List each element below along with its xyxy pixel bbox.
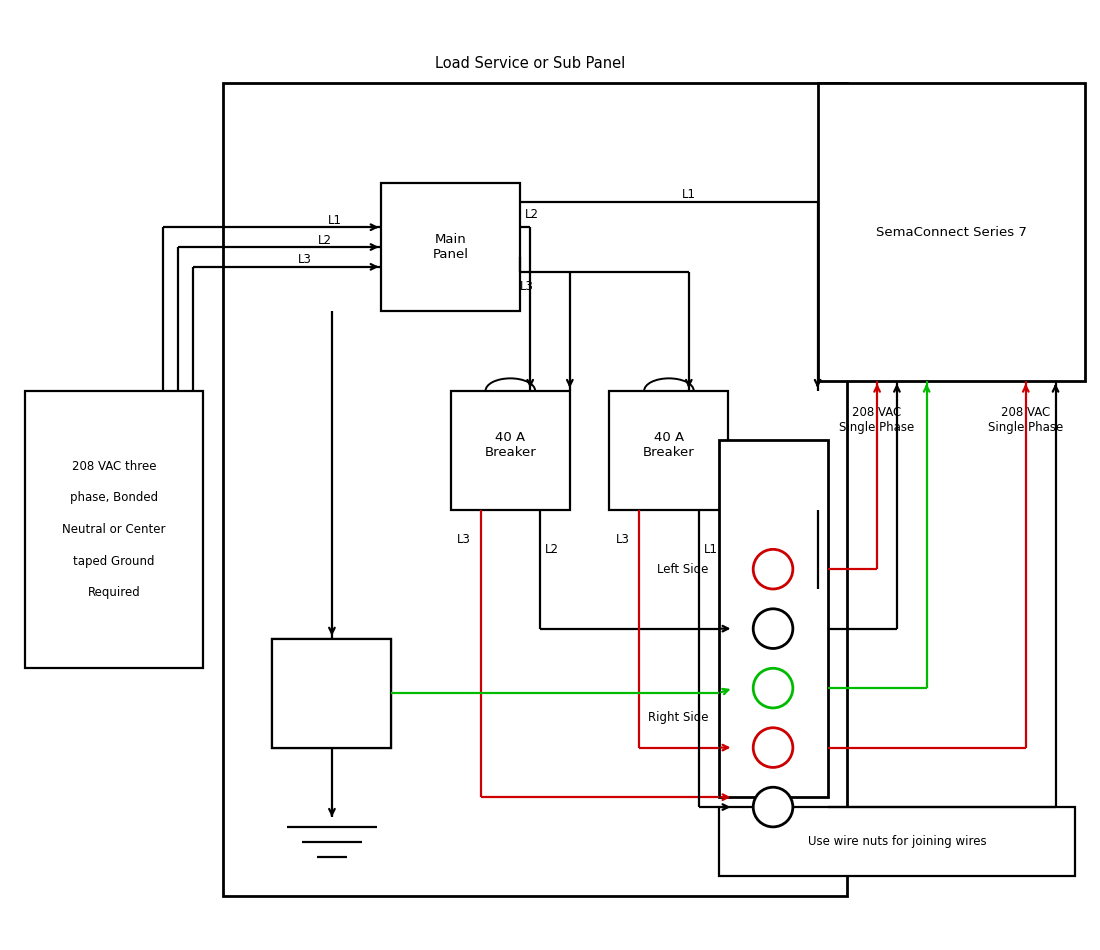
Circle shape bbox=[754, 728, 793, 768]
Text: L1: L1 bbox=[704, 542, 717, 556]
Bar bbox=[382, 182, 520, 312]
Bar bbox=[24, 390, 204, 668]
Bar bbox=[273, 638, 392, 748]
Circle shape bbox=[754, 609, 793, 649]
Text: 208 VAC three: 208 VAC three bbox=[72, 460, 156, 472]
Bar bbox=[609, 390, 728, 510]
Text: phase, Bonded: phase, Bonded bbox=[69, 491, 158, 504]
Text: Main
Panel: Main Panel bbox=[433, 233, 469, 261]
Text: Use wire nuts for joining wires: Use wire nuts for joining wires bbox=[807, 835, 987, 848]
Bar bbox=[273, 638, 392, 748]
Text: Required: Required bbox=[88, 586, 140, 599]
Text: L2: L2 bbox=[544, 542, 559, 556]
Text: Right Side: Right Side bbox=[648, 712, 708, 724]
Text: Load Service or Sub Panel: Load Service or Sub Panel bbox=[436, 56, 625, 71]
Circle shape bbox=[754, 549, 793, 589]
Text: SemaConnect Series 7: SemaConnect Series 7 bbox=[876, 226, 1027, 238]
Text: Ground
Bus: Ground Bus bbox=[307, 679, 356, 707]
Text: L3: L3 bbox=[298, 254, 312, 266]
Text: 40 A
Breaker: 40 A Breaker bbox=[644, 431, 695, 459]
Circle shape bbox=[754, 788, 793, 826]
Bar bbox=[451, 390, 570, 510]
Text: Neutral or Center: Neutral or Center bbox=[62, 523, 166, 536]
Circle shape bbox=[754, 668, 793, 708]
Text: 208 VAC
Single Phase: 208 VAC Single Phase bbox=[988, 407, 1064, 434]
Text: L1: L1 bbox=[328, 214, 342, 227]
Text: L2: L2 bbox=[318, 234, 332, 247]
Text: L3: L3 bbox=[520, 280, 535, 294]
Text: 40 A
Breaker: 40 A Breaker bbox=[484, 431, 536, 459]
Text: L1: L1 bbox=[682, 188, 696, 201]
Text: L3: L3 bbox=[615, 533, 629, 546]
Text: 208 VAC
Single Phase: 208 VAC Single Phase bbox=[839, 407, 915, 434]
Text: L2: L2 bbox=[525, 208, 539, 220]
Bar bbox=[817, 84, 1086, 381]
Text: taped Ground: taped Ground bbox=[73, 555, 155, 568]
Text: Left Side: Left Side bbox=[657, 562, 708, 576]
Bar bbox=[223, 84, 847, 896]
Bar bbox=[718, 440, 827, 797]
Bar bbox=[718, 808, 1076, 877]
Text: L3: L3 bbox=[456, 533, 471, 546]
